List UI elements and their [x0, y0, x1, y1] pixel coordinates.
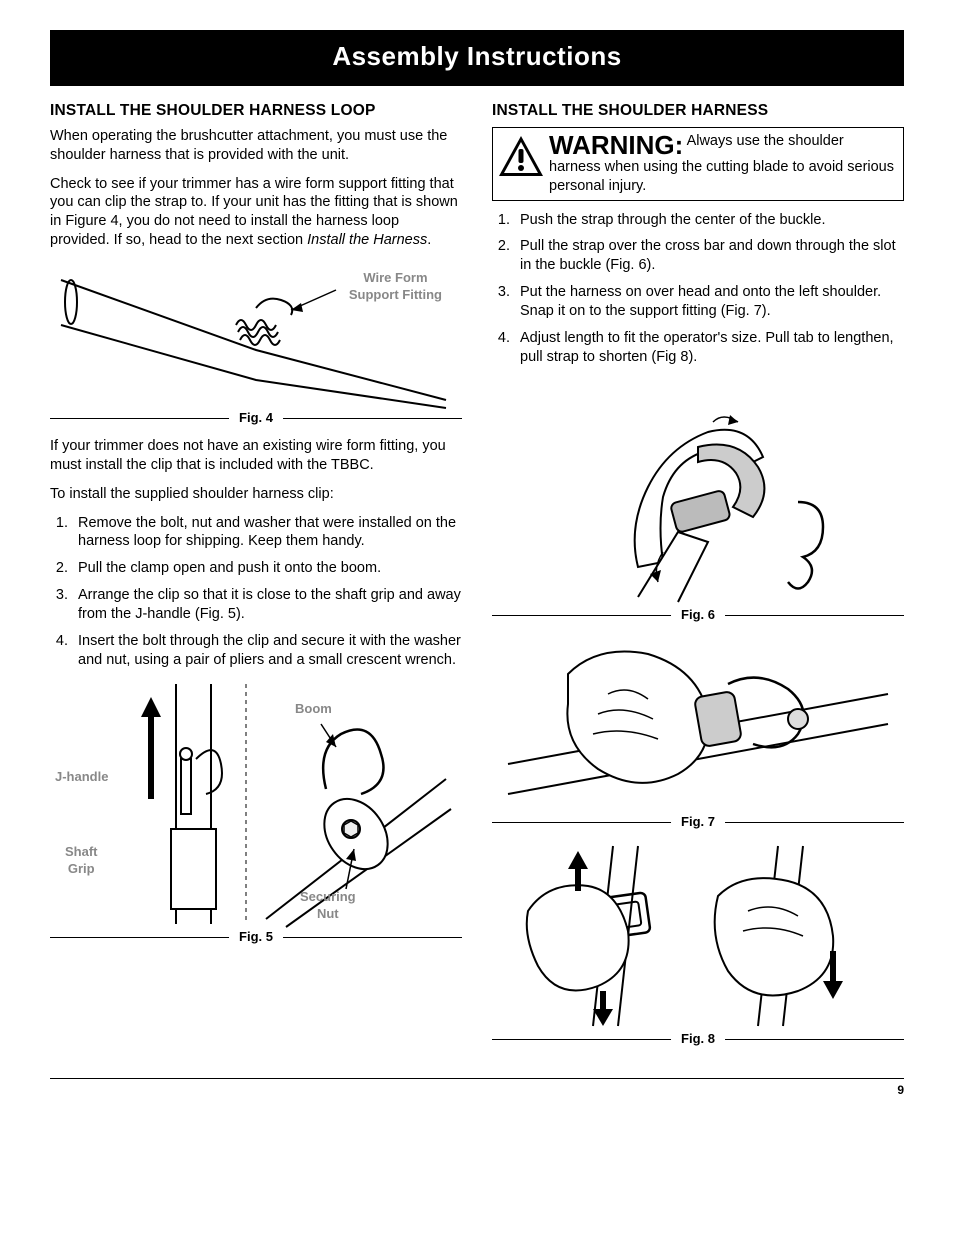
figure-6: Fig. 6 [492, 407, 904, 616]
right-column: INSTALL THE SHOULDER HARNESS WARNING: Al… [492, 101, 904, 1058]
text-italic: Install the Harness [307, 232, 427, 248]
page-title-bar: Assembly Instructions [50, 30, 904, 86]
figure-4: Wire Form Support Fitting Fig. 4 [50, 260, 462, 419]
figure-8-svg [492, 841, 904, 1031]
figure-8: Fig. 8 [492, 841, 904, 1040]
figure-8-label: Fig. 8 [671, 1031, 725, 1048]
list-item: Pull the strap over the cross bar and do… [514, 237, 904, 275]
page-number: 9 [897, 1083, 904, 1097]
section-heading-harness-loop: INSTALL THE SHOULDER HARNESS LOOP [50, 101, 462, 121]
warning-icon [497, 132, 545, 184]
figure-5-callout-shaft: Shaft Grip [65, 844, 98, 878]
figure-6-label: Fig. 6 [671, 607, 725, 624]
figure-5-svg [50, 679, 462, 929]
figure-5-callout-jhandle: J-handle [55, 769, 108, 786]
figure-5-callout-nut: Securing Nut [300, 889, 356, 923]
figure-7-caption-rule: Fig. 7 [492, 822, 904, 823]
list-item: Remove the bolt, nut and washer that wer… [72, 514, 462, 552]
figure-4-caption-rule: Fig. 4 [50, 418, 462, 419]
list-item: Arrange the clip so that it is close to … [72, 586, 462, 624]
left-column: INSTALL THE SHOULDER HARNESS LOOP When o… [50, 101, 462, 1058]
two-column-layout: INSTALL THE SHOULDER HARNESS LOOP When o… [50, 101, 904, 1058]
warning-title: WARNING: [549, 130, 683, 160]
warning-box: WARNING: Always use the shoulder harness… [492, 127, 904, 201]
figure-5-caption-rule: Fig. 5 [50, 937, 462, 938]
page-footer: 9 [50, 1078, 904, 1099]
figure-6-svg [492, 407, 904, 607]
list-item: Push the strap through the center of the… [514, 211, 904, 230]
install-harness-steps: Push the strap through the center of the… [492, 211, 904, 367]
figure-5: J-handle Shaft Grip Boom Securing Nut Fi… [50, 679, 462, 938]
figure-7-label: Fig. 7 [671, 814, 725, 831]
figure-7-svg [492, 634, 904, 814]
figure-4-callout: Wire Form Support Fitting [349, 270, 442, 304]
list-item: Adjust length to fit the operator's size… [514, 329, 904, 367]
figure-6-caption-rule: Fig. 6 [492, 615, 904, 616]
install-clip-steps: Remove the bolt, nut and washer that wer… [50, 514, 462, 670]
warning-text: WARNING: Always use the shoulder harness… [545, 132, 895, 196]
paragraph: To install the supplied shoulder harness… [50, 485, 462, 504]
figure-8-caption-rule: Fig. 8 [492, 1039, 904, 1040]
figure-4-label: Fig. 4 [229, 410, 283, 427]
list-item: Insert the bolt through the clip and sec… [72, 632, 462, 670]
list-item: Pull the clamp open and push it onto the… [72, 559, 462, 578]
paragraph: Check to see if your trimmer has a wire … [50, 175, 462, 250]
list-item: Put the harness on over head and onto th… [514, 283, 904, 321]
figure-7: Fig. 7 [492, 634, 904, 823]
section-heading-harness: INSTALL THE SHOULDER HARNESS [492, 101, 904, 121]
text: . [427, 232, 431, 248]
paragraph: When operating the brushcutter attachmen… [50, 127, 462, 165]
figure-5-callout-boom: Boom [295, 701, 332, 718]
figure-5-label: Fig. 5 [229, 929, 283, 946]
paragraph: If your trimmer does not have an existin… [50, 437, 462, 475]
